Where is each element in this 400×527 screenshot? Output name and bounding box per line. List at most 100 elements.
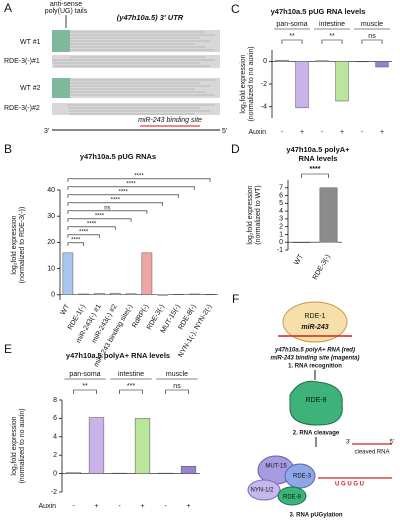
track-label: WT #2 (20, 85, 41, 92)
x-tick-label: - (164, 503, 167, 510)
bracket (67, 210, 148, 214)
x-tick-label: WT (293, 253, 305, 267)
significance: **** (126, 181, 136, 187)
x-tick-label: + (300, 129, 304, 136)
protein: RDE-8 (305, 397, 326, 404)
bar (62, 252, 74, 296)
site-label: miR-243 binding site (138, 117, 202, 124)
chart-title: y47h10a.5 pUG RNAs (80, 152, 156, 161)
bracket (67, 194, 179, 198)
y-tick-label: 8 (53, 397, 57, 404)
cleaved: cleaved RNA (354, 450, 389, 456)
x-axis-label: Auxin (38, 503, 56, 510)
y-tick-label: 30 (47, 213, 55, 220)
group-label: pan-soma (276, 21, 307, 28)
bracket (67, 242, 84, 246)
y-tick-label: 5 (279, 200, 283, 207)
bar (173, 293, 184, 296)
x-tick-label: - (72, 503, 75, 510)
y-axis-label: log₂fold expression (11, 215, 18, 274)
track-label: WT #1 (20, 39, 41, 46)
y-axis-label: (normalized to RDE-3(-)) (19, 207, 26, 284)
significance: **** (71, 237, 81, 243)
caption: y47h10a.5 polyA+ RNA (red) (274, 348, 355, 354)
bar (315, 60, 329, 62)
y-axis-label: (normalized to no auxin) (248, 46, 255, 121)
step: 1. RNA recognition (288, 364, 342, 370)
panel-label: D (231, 142, 240, 156)
group-label: intestine (118, 371, 144, 378)
protein: NYN-1/2 (250, 488, 274, 494)
y-tick-label: 4 (53, 434, 57, 441)
tails (52, 78, 70, 98)
bar (275, 59, 289, 62)
x-tick-label: - (118, 503, 121, 510)
significance: **** (119, 189, 129, 195)
significance: ** (329, 33, 335, 40)
bar (65, 472, 82, 474)
nyn-shape (247, 479, 281, 501)
bracket (67, 202, 163, 206)
mirna: miR-243 (301, 324, 328, 331)
y-tick-label: -2 (51, 489, 57, 496)
rde3-shape (284, 463, 316, 489)
title: (y47h10a.5) 3' UTR (117, 13, 184, 22)
significance: **** (310, 166, 321, 173)
y-axis-label: (normalized to WT) (255, 185, 262, 245)
y-tick-label: -4 (261, 104, 267, 111)
y-tick-label: 1 (279, 231, 283, 238)
tracks (52, 30, 220, 115)
x-tick-label: - (281, 129, 284, 136)
y-tick-label: 2 (53, 452, 57, 459)
annotation: anti-sense (50, 1, 82, 8)
protein: RDE-8 (283, 495, 302, 501)
step: 2. RNA cleavage (293, 431, 340, 437)
panel-label: E (4, 342, 12, 356)
bar (111, 472, 128, 474)
y-axis-label: log₂fold expression (247, 185, 254, 244)
end-label: 3' (346, 440, 350, 446)
x-tick-label: - (321, 129, 324, 136)
bar (157, 472, 174, 474)
y-tick-label: 7 (279, 185, 283, 192)
annotation: poly(UG) tails (45, 8, 88, 15)
step: 3. RNA pUGylation (289, 513, 342, 519)
bracket (73, 389, 97, 394)
end-label: 5' (390, 440, 394, 446)
chart-title: RNA levels (299, 154, 338, 163)
chart-title: y47h10a.5 polyA+ (286, 145, 350, 154)
bar (188, 293, 200, 296)
y-tick-label: 10 (47, 265, 55, 272)
bracket (67, 234, 100, 238)
group-label: intestine (319, 21, 345, 28)
y-tick-label: 2 (279, 224, 283, 231)
x-tick-label: - (361, 129, 364, 136)
rde8-shape (277, 486, 307, 506)
chart-title: y47h10a.5 polyA+ RNA levels (66, 351, 170, 360)
x-tick-label: + (94, 503, 98, 510)
bar (180, 465, 197, 474)
bar (134, 418, 151, 474)
y-tick-label: 6 (53, 415, 57, 422)
chart-title: y47h10a.5 pUG RNA levels (271, 7, 366, 16)
x-tick-label: WT (60, 303, 72, 317)
end-label: 3' (44, 128, 49, 135)
rde1-shape (282, 301, 348, 343)
caption: miR-243 binding site (magenta) (270, 356, 359, 362)
tails (52, 30, 70, 52)
panel-label: C (231, 2, 240, 16)
bracket (301, 173, 329, 178)
x-axis-label: Auxin (248, 129, 266, 136)
track (52, 103, 220, 115)
group-label: muscle (361, 21, 383, 28)
bracket (67, 178, 211, 182)
x-tick-label: RDE-3(-) (312, 253, 332, 281)
y-tick-label: -1 (277, 247, 283, 254)
y-tick-label: 40 (47, 187, 55, 194)
bar (355, 61, 369, 63)
diagram: F RDE-1 miR-243 y47h10a.5 polyA+ RNA (re… (232, 292, 394, 518)
bracket (281, 39, 303, 44)
x-tick-label: + (186, 503, 190, 510)
end-label: 5' (222, 128, 227, 135)
significance: ns (368, 33, 376, 40)
